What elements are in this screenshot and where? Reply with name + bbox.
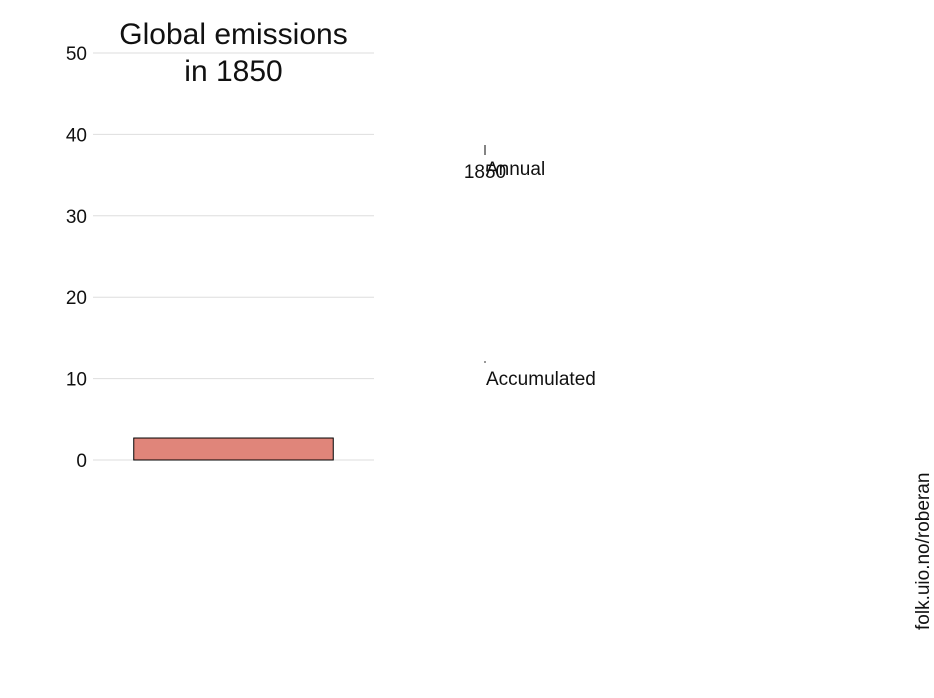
y-tick-label: 40 xyxy=(66,125,87,146)
credit-text: folk.uio.no/roberan xyxy=(913,472,934,630)
timeline-year-label: 1850 xyxy=(464,162,506,183)
emissions-bar xyxy=(133,437,334,461)
chart-title-line-1: Global emissions xyxy=(119,18,348,51)
y-tick-label: 20 xyxy=(66,288,87,309)
y-tick-label: 30 xyxy=(66,207,87,228)
annual-label: Annual xyxy=(486,159,545,180)
chart-title-line-2: in 1850 xyxy=(184,55,283,88)
grid-layer xyxy=(93,52,374,461)
y-axis: 0 10 20 30 40 50 xyxy=(66,44,87,472)
y-tick-label: 10 xyxy=(66,370,87,391)
y-tick-label: 0 xyxy=(76,451,87,472)
bar-layer xyxy=(133,437,334,461)
accumulated-label: Accumulated xyxy=(486,369,596,390)
y-tick-label: 50 xyxy=(66,44,87,65)
